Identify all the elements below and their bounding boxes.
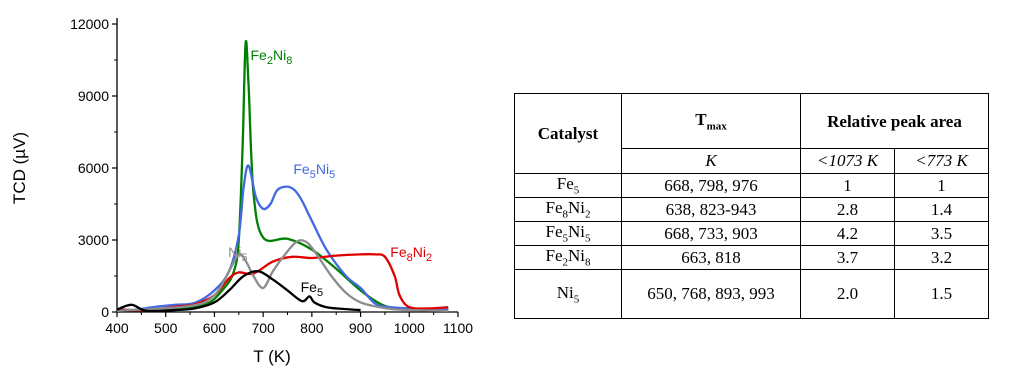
x-tick-label: 1100: [443, 320, 473, 336]
area-773-cell: 1.4: [894, 197, 989, 222]
annotation-fe8ni2: Fe8Ni2: [390, 244, 432, 264]
series-line-ni5: [116, 238, 449, 312]
x-tick-label: 900: [349, 320, 373, 336]
y-tick-label: 3000: [78, 232, 109, 248]
x-tick-label: 600: [203, 320, 227, 336]
area-773-cell: 1: [894, 173, 989, 198]
table-row: Fe8Ni2 638, 823-943 2.8 1.4: [514, 197, 989, 222]
chart-annotations: Fe2Ni8 Fe5Ni5 Ni5 Fe8Ni2 Fe5: [228, 47, 432, 299]
area-1073-cell: 2.0: [800, 269, 895, 319]
x-axis-label: T (K): [253, 347, 290, 366]
x-tick-label: 500: [154, 320, 178, 336]
annotation-fe5: Fe5: [301, 279, 323, 299]
area-1073-cell: 1: [800, 173, 895, 198]
area-1073-cell: 4.2: [800, 221, 895, 246]
x-tick-label: 1000: [394, 320, 425, 336]
y-tick-label: 12000: [70, 16, 109, 32]
x-tick-label: 700: [251, 320, 275, 336]
area-773-cell: 3.5: [894, 221, 989, 246]
catalyst-cell: Fe5Ni5: [514, 221, 622, 246]
y-axis-label: TCD (µV): [10, 132, 29, 204]
table-row: Ni5 650, 768, 893, 993 2.0 1.5: [514, 269, 989, 319]
chart-curves: [116, 39, 449, 313]
catalyst-cell: Fe2Ni8: [514, 245, 622, 270]
header-catalyst: Catalyst: [514, 93, 622, 174]
tmax-cell: 663, 818: [621, 245, 801, 270]
series-line-fe5: [116, 269, 361, 313]
series-line-fe5ni5: [116, 164, 449, 312]
chart-axes: 400 500 600 700 800 900 1000 1100 0 3000 6000 9000 1…: [70, 16, 473, 336]
y-tick-label: 6000: [78, 160, 109, 176]
peak-summary-table: Catalyst Tmax Relative peak area K <1073…: [514, 93, 989, 319]
header-relative-peak-area: Relative peak area: [800, 93, 989, 149]
tmax-cell: 668, 798, 976: [621, 173, 801, 198]
area-773-cell: 1.5: [894, 269, 989, 319]
table-row: Fe5 668, 798, 976 1 1: [514, 173, 989, 198]
header-tmax: Tmax: [621, 93, 801, 149]
catalyst-cell: Fe5: [514, 173, 622, 198]
y-tick-label: 0: [101, 304, 109, 320]
y-tick-label: 9000: [78, 88, 109, 104]
catalyst-cell: Ni5: [514, 269, 622, 319]
x-tick-label: 800: [300, 320, 324, 336]
table-body: Fe5 668, 798, 976 1 1 Fe8Ni2 638, 823-943 2.8 1…: [514, 173, 989, 319]
tmax-cell: 668, 733, 903: [621, 221, 801, 246]
area-773-cell: 3.2: [894, 245, 989, 270]
tpr-chart: 400 500 600 700 800 900 1000 1100 0 3000 6000 9000 1…: [10, 16, 473, 366]
unit-tmax: K: [621, 148, 801, 174]
annotation-fe2ni8: Fe2Ni8: [251, 47, 293, 67]
unit-below-773: <773 K: [894, 148, 989, 174]
annotation-fe5ni5: Fe5Ni5: [293, 161, 335, 181]
table-row: Fe2Ni8 663, 818 3.7 3.2: [514, 245, 989, 270]
tmax-cell: 638, 823-943: [621, 197, 801, 222]
area-1073-cell: 2.8: [800, 197, 895, 222]
series-line-fe2ni8: [116, 39, 449, 312]
area-1073-cell: 3.7: [800, 245, 895, 270]
unit-below-1073: <1073 K: [800, 148, 895, 174]
annotation-ni5: Ni5: [228, 244, 247, 264]
catalyst-cell: Fe8Ni2: [514, 197, 622, 222]
table-row: Fe5Ni5 668, 733, 903 4.2 3.5: [514, 221, 989, 246]
x-tick-label: 400: [105, 320, 129, 336]
tmax-cell: 650, 768, 893, 993: [621, 269, 801, 319]
